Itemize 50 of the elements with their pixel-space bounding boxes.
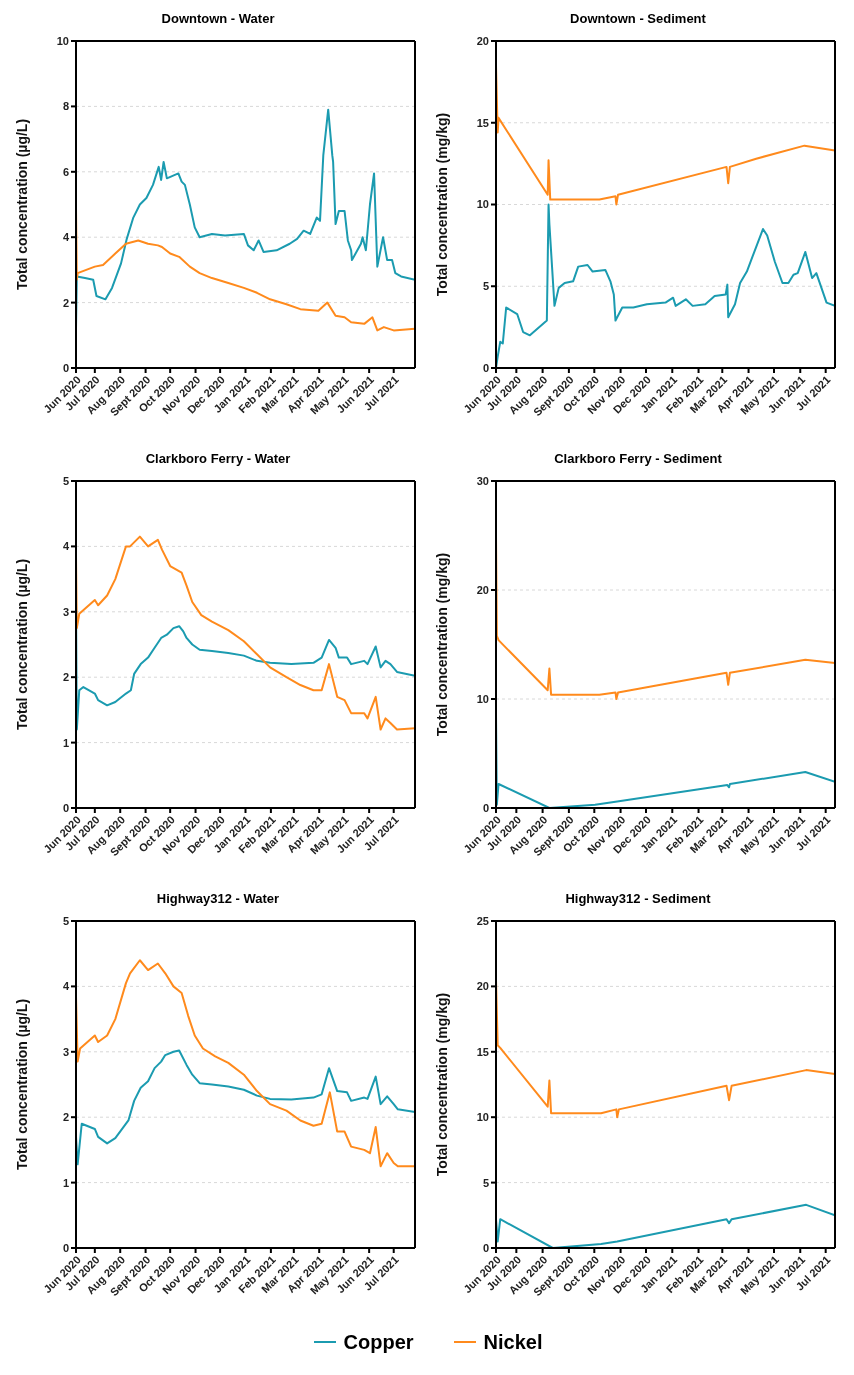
y-tick-label: 0 xyxy=(62,801,69,814)
chart-title: Clarkboro Ferry - Sediment xyxy=(553,450,723,468)
y-tick-label: 25 xyxy=(476,914,489,927)
y-tick-label: 10 xyxy=(56,34,69,47)
line-series xyxy=(76,1049,415,1166)
y-axis-title: Total concentration (mg/kg) xyxy=(433,112,450,297)
chart-title: Downtown - Water xyxy=(160,10,276,28)
y-tick-label: 10 xyxy=(476,198,489,211)
y-tick-label: 10 xyxy=(476,1111,489,1124)
line-series xyxy=(76,959,415,1168)
y-axis-title: Total concentration (mg/kg) xyxy=(433,552,450,737)
y-tick-label: 5 xyxy=(482,1176,489,1189)
chart-title: Highway312 - Sediment xyxy=(564,890,712,908)
y-tick-label: 15 xyxy=(476,116,489,129)
chart-title: Highway312 - Water xyxy=(155,890,281,908)
y-tick-label: 2 xyxy=(62,296,69,309)
y-tick-label: 20 xyxy=(476,583,489,596)
y-tick-label: 1 xyxy=(62,1176,69,1189)
y-tick-label: 0 xyxy=(482,361,489,374)
y-tick-label: 4 xyxy=(62,980,70,993)
y-tick-label: 2 xyxy=(62,671,69,684)
y-axis-title: Total concentration (µg/L) xyxy=(13,118,30,291)
y-tick-label: 0 xyxy=(482,1241,489,1254)
legend-label: Nickel xyxy=(483,1330,543,1354)
y-tick-label: 20 xyxy=(476,34,489,47)
y-tick-label: 3 xyxy=(62,605,69,618)
y-tick-label: 5 xyxy=(62,474,69,487)
y-tick-label: 15 xyxy=(476,1045,489,1058)
y-tick-label: 4 xyxy=(62,540,70,553)
chart-title: Downtown - Sediment xyxy=(569,10,707,28)
y-tick-label: 0 xyxy=(62,1241,69,1254)
y-axis-title: Total concentration (µg/L) xyxy=(13,558,30,731)
y-tick-label: 5 xyxy=(482,280,489,293)
y-tick-label: 6 xyxy=(62,165,69,178)
chart-title: Clarkboro Ferry - Water xyxy=(144,450,292,468)
y-axis-title: Total concentration (mg/kg) xyxy=(433,992,450,1177)
y-tick-label: 8 xyxy=(62,100,69,113)
y-tick-label: 20 xyxy=(476,980,489,993)
y-tick-label: 30 xyxy=(476,474,489,487)
y-axis-title: Total concentration (µg/L) xyxy=(13,998,30,1171)
y-tick-label: 0 xyxy=(482,801,489,814)
y-tick-label: 10 xyxy=(476,692,489,705)
line-series xyxy=(76,535,415,731)
legend-label: Copper xyxy=(343,1330,414,1354)
y-tick-label: 5 xyxy=(62,914,69,927)
y-tick-label: 0 xyxy=(62,361,69,374)
y-tick-label: 1 xyxy=(62,736,69,749)
y-tick-label: 4 xyxy=(62,231,70,244)
y-tick-label: 2 xyxy=(62,1111,69,1124)
y-tick-label: 3 xyxy=(62,1045,69,1058)
